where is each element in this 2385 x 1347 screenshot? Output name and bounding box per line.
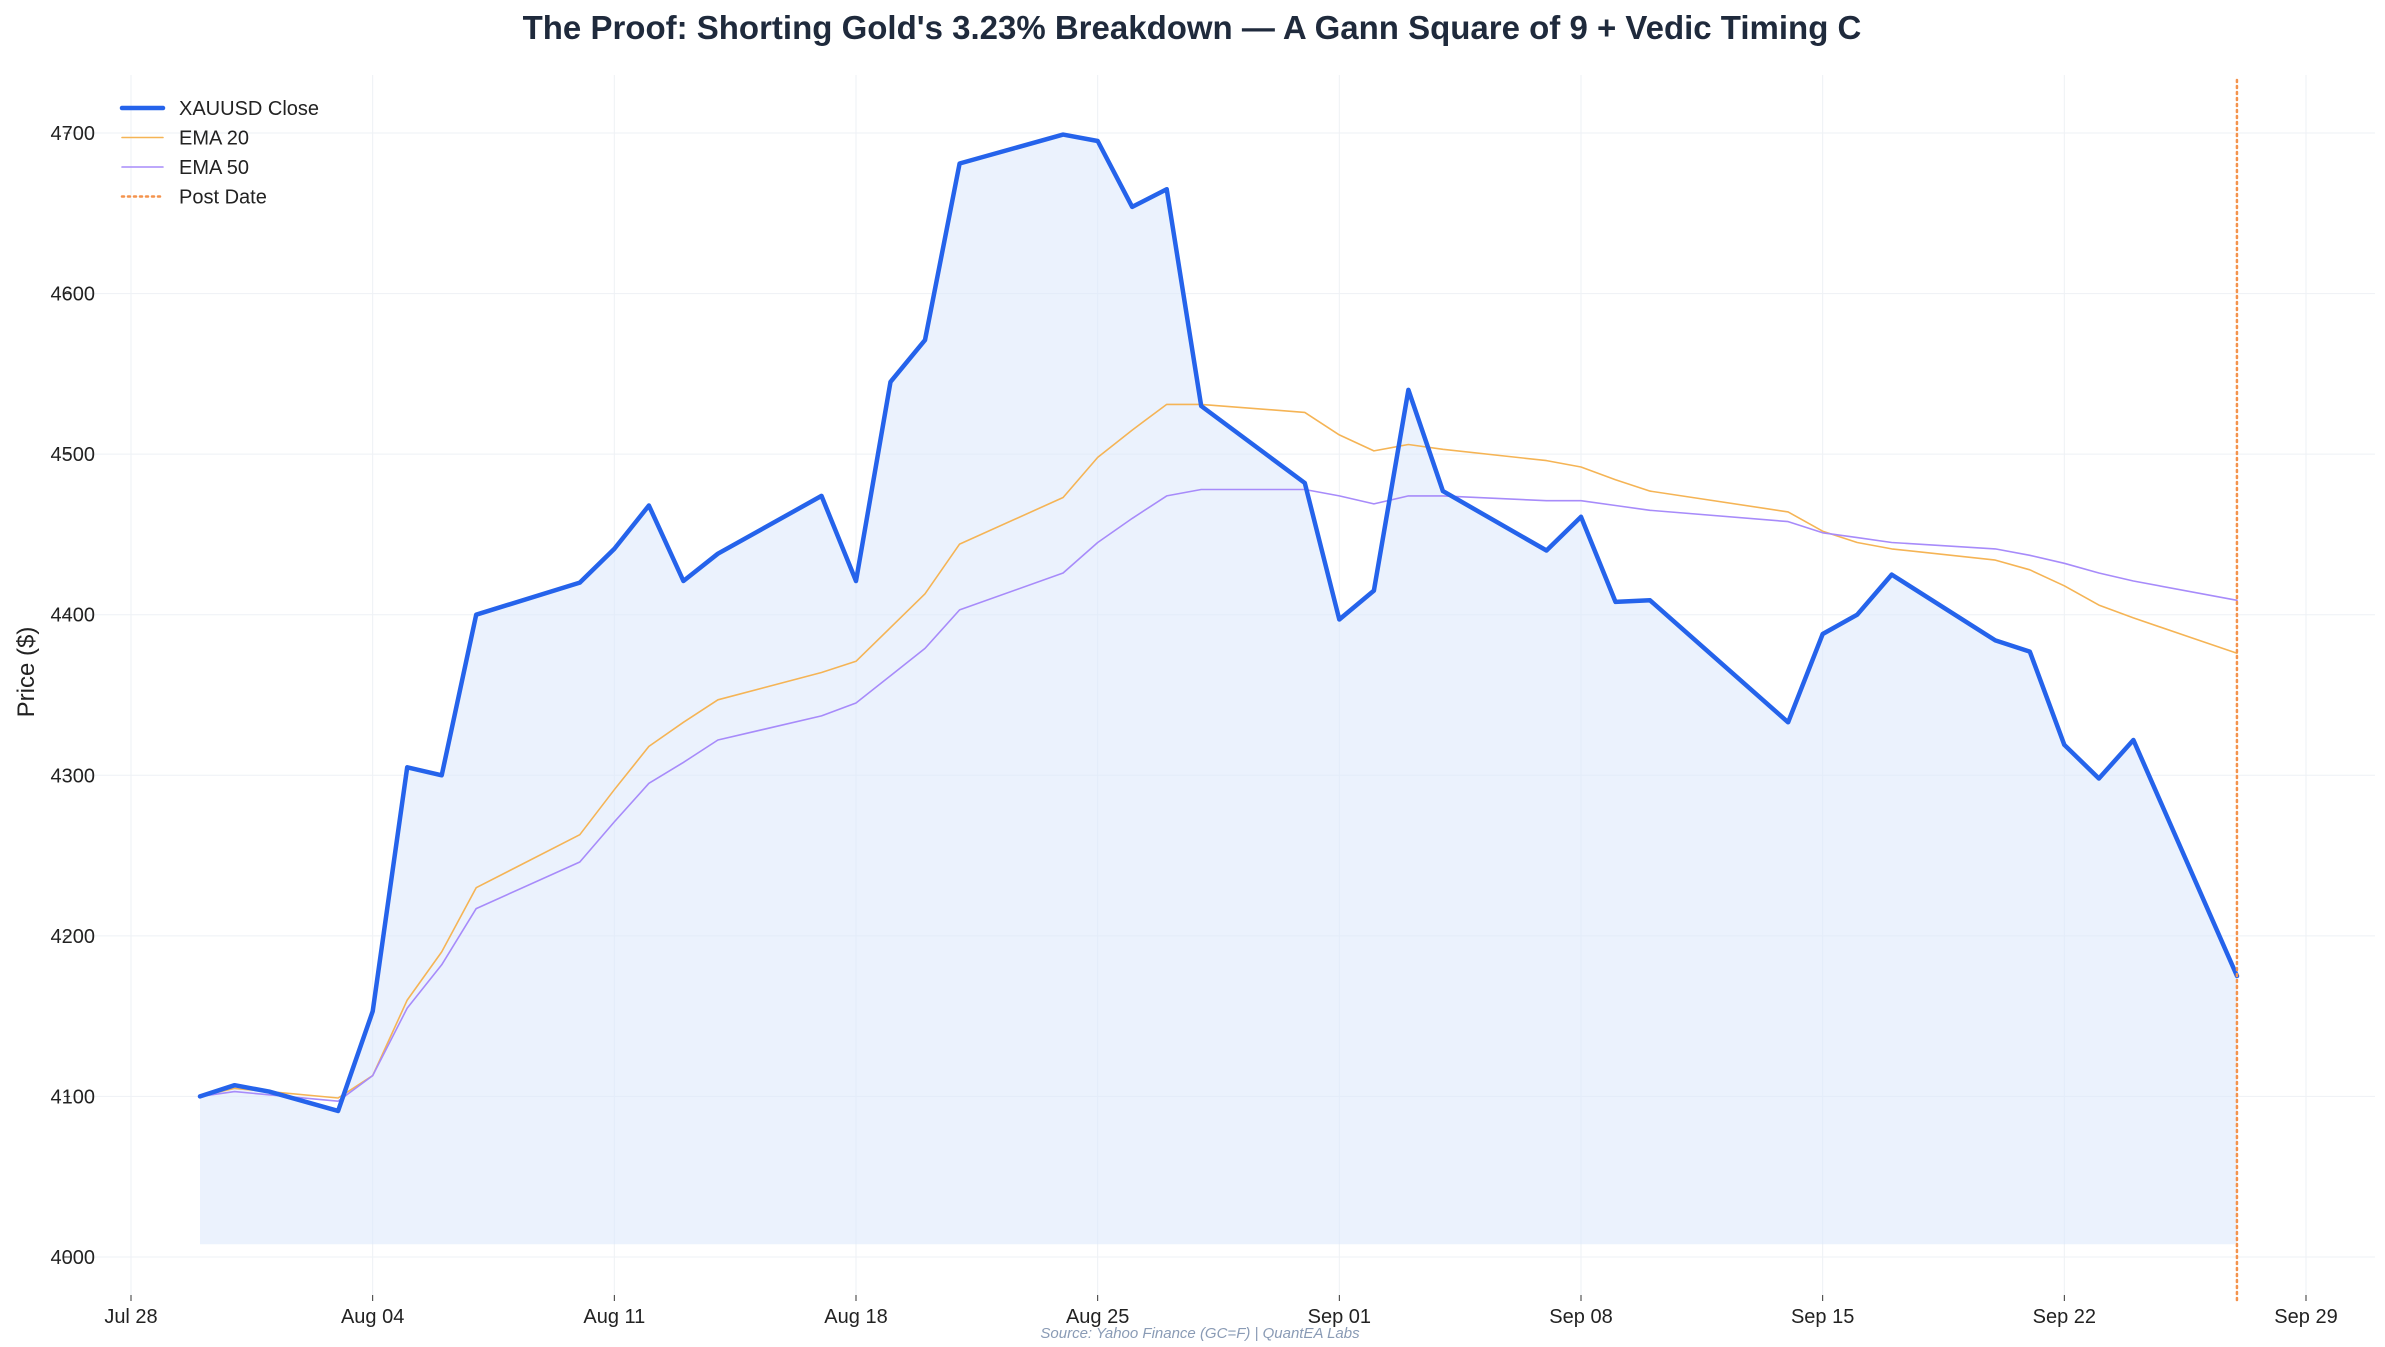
y-tick-label: 4500 — [51, 444, 96, 466]
y-tick-label: 4000 — [51, 1247, 96, 1269]
x-tick-label: Aug 18 — [824, 1306, 887, 1328]
y-tick-label: 4100 — [51, 1086, 96, 1108]
y-tick-label: 4400 — [51, 605, 96, 627]
x-tick-label: Aug 04 — [341, 1306, 404, 1328]
legend-post-date-label: Post Date — [179, 187, 267, 209]
legend-ema20: EMA 20 — [121, 128, 249, 150]
x-tick-label: Sep 15 — [1791, 1306, 1854, 1328]
legend-post-date: Post Date — [120, 187, 267, 209]
legend: XAUUSD Close EMA 20 EMA 50 Post Date — [119, 98, 319, 209]
x-tick-label: Sep 29 — [2274, 1306, 2337, 1328]
x-tick-label: Jul 28 — [104, 1306, 157, 1328]
x-axis-ticks: Jul 28 Aug 04 Aug 11 Aug 18 Aug 25 Sep 01 Sep … — [104, 1295, 2338, 1328]
y-tick-label: 4600 — [51, 284, 96, 306]
y-axis-ticks: 4000 4100 4200 4300 4400 4500 4600 4700 — [51, 123, 96, 1269]
series-lines — [197, 132, 2240, 1114]
x-tick-label: Aug 25 — [1066, 1306, 1129, 1328]
x-tick-label: Aug 11 — [583, 1306, 645, 1328]
y-tick-label: 4300 — [51, 765, 96, 787]
legend-close: XAUUSD Close — [119, 98, 319, 120]
area-fill — [200, 134, 2237, 1245]
legend-ema20-label: EMA 20 — [179, 128, 249, 150]
y-tick-label: 4200 — [51, 926, 96, 948]
chart-title: The Proof: Shorting Gold's 3.23% Breakdo… — [523, 9, 1862, 46]
source-caption: Source: Yahoo Finance (GC=F) | QuantEA L… — [1040, 1325, 1360, 1342]
y-tick-label: 4700 — [51, 123, 96, 145]
x-tick-label: Sep 01 — [1308, 1306, 1371, 1328]
ema50-line — [199, 488, 2238, 1102]
close-price-line — [197, 132, 2240, 1114]
legend-ema50: EMA 50 — [121, 157, 249, 179]
legend-close-label: XAUUSD Close — [179, 98, 319, 120]
x-tick-label: Sep 22 — [2033, 1306, 2096, 1328]
y-axis-label: Price ($) — [13, 627, 40, 718]
legend-ema50-label: EMA 50 — [179, 157, 249, 179]
ema20-line — [199, 403, 2238, 1099]
close-area-fill — [200, 134, 2237, 1245]
x-tick-label: Sep 08 — [1549, 1306, 1612, 1328]
